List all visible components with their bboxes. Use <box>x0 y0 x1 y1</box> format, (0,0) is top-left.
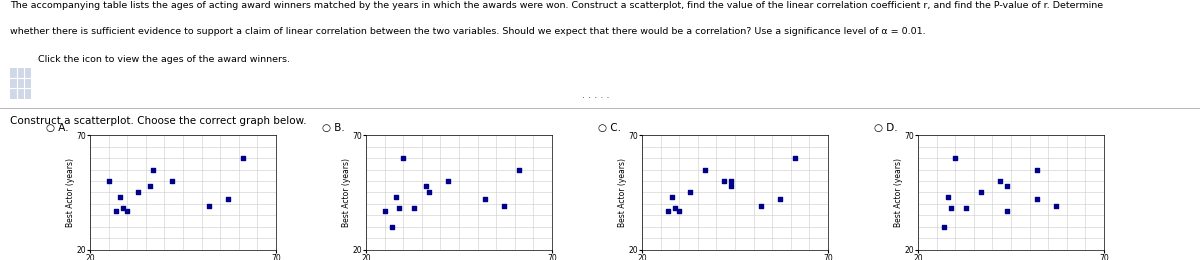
Point <box>785 156 804 160</box>
Point <box>659 209 678 213</box>
Point <box>990 179 1009 183</box>
Point <box>935 225 954 229</box>
Y-axis label: Best Actor (years): Best Actor (years) <box>66 158 74 227</box>
Point <box>390 206 409 211</box>
Point <box>1027 197 1046 201</box>
Point <box>199 204 218 208</box>
Point <box>972 190 991 194</box>
Point <box>420 190 439 194</box>
Text: ○ C.: ○ C. <box>598 124 620 133</box>
Point <box>475 197 494 201</box>
Point <box>751 204 770 208</box>
Point <box>666 206 685 211</box>
Point <box>98 179 118 183</box>
Point <box>997 209 1016 213</box>
Point <box>662 195 682 199</box>
Point <box>942 206 961 211</box>
Point <box>107 209 126 213</box>
Point <box>494 204 514 208</box>
Text: Construct a scatterplot. Choose the correct graph below.: Construct a scatterplot. Choose the corr… <box>10 116 306 126</box>
Point <box>680 190 700 194</box>
Text: The accompanying table lists the ages of acting award winners matched by the yea: The accompanying table lists the ages of… <box>10 1 1103 10</box>
Point <box>233 156 252 160</box>
Text: ○ D.: ○ D. <box>874 124 898 133</box>
Point <box>162 179 181 183</box>
Point <box>376 209 395 213</box>
Point <box>721 184 740 188</box>
Point <box>118 209 137 213</box>
Point <box>770 197 790 201</box>
Point <box>110 195 130 199</box>
Point <box>128 190 148 194</box>
Point <box>938 195 958 199</box>
Point <box>383 225 402 229</box>
Point <box>140 184 160 188</box>
Text: ○ B.: ○ B. <box>322 124 344 133</box>
Y-axis label: Best Actor (years): Best Actor (years) <box>894 158 902 227</box>
Text: . . . . .: . . . . . <box>582 90 610 100</box>
Point <box>946 156 965 160</box>
Text: ○ A.: ○ A. <box>46 124 68 133</box>
Point <box>1027 167 1046 172</box>
Point <box>670 209 689 213</box>
Point <box>1046 204 1066 208</box>
Point <box>394 156 413 160</box>
Point <box>696 167 715 172</box>
Point <box>438 179 457 183</box>
Point <box>509 167 528 172</box>
Text: whether there is sufficient evidence to support a claim of linear correlation be: whether there is sufficient evidence to … <box>10 27 925 36</box>
Point <box>218 197 238 201</box>
Text: Click the icon to view the ages of the award winners.: Click the icon to view the ages of the a… <box>38 55 290 64</box>
Point <box>997 184 1016 188</box>
Y-axis label: Best Actor (years): Best Actor (years) <box>618 158 626 227</box>
Point <box>721 179 740 183</box>
Point <box>144 167 163 172</box>
Y-axis label: Best Actor (years): Best Actor (years) <box>342 158 350 227</box>
Point <box>416 184 436 188</box>
Point <box>386 195 406 199</box>
Point <box>956 206 976 211</box>
Point <box>714 179 733 183</box>
Point <box>404 206 424 211</box>
Point <box>114 206 133 211</box>
